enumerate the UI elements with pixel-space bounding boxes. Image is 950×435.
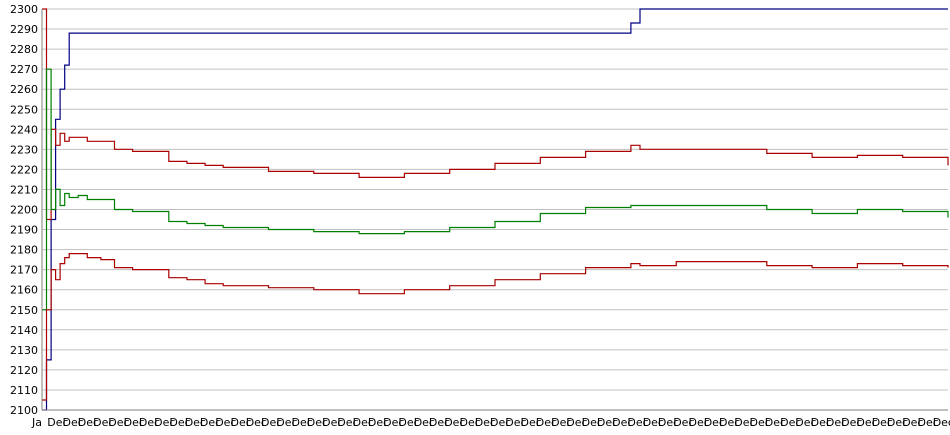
x-tick-label: Dec [582, 416, 603, 429]
x-tick-label: Dec [353, 416, 374, 429]
x-tick-label: Dec [322, 416, 343, 429]
x-tick-label: Dec [414, 416, 435, 429]
series-lines [42, 8, 949, 411]
x-tick-label: Dec [307, 416, 328, 429]
y-tick-label: 2280 [10, 43, 38, 56]
y-tick-label: 2140 [10, 324, 38, 337]
x-tick-label: Dec [933, 416, 950, 429]
x-tick-label: Dec [368, 416, 389, 429]
x-tick-label: Dec [811, 416, 832, 429]
x-tick-label: Dec [261, 416, 282, 429]
x-tick-label: Dec [292, 416, 313, 429]
x-tick-label: Dec [429, 416, 450, 429]
x-tick-label: Dec [154, 416, 175, 429]
series-line-2 [42, 8, 949, 221]
x-axis-tick-labels: Ja DecDecDecDecDecDecDecDecDecDecDecDecDe… [31, 416, 950, 429]
x-tick-label: Dec [231, 416, 252, 429]
x-tick-label: Dec [719, 416, 740, 429]
y-tick-label: 2210 [10, 183, 38, 196]
y-tick-label: 2300 [10, 3, 38, 16]
y-tick-label: 2230 [10, 143, 38, 156]
x-tick-label: Dec [200, 416, 221, 429]
y-tick-label: 2250 [10, 103, 38, 116]
y-tick-label: 2130 [10, 344, 38, 357]
y-tick-label: 2290 [10, 23, 38, 36]
x-tick-label: Ja [31, 416, 42, 429]
x-tick-label: Dec [383, 416, 404, 429]
x-tick-label: Dec [612, 416, 633, 429]
x-tick-label: Dec [551, 416, 572, 429]
x-tick-label: Dec [108, 416, 129, 429]
x-tick-label: Dec [490, 416, 511, 429]
x-tick-label: Dec [215, 416, 236, 429]
x-tick-label: Dec [78, 416, 99, 429]
x-tick-label: Dec [902, 416, 923, 429]
y-tick-label: 2190 [10, 224, 38, 237]
x-tick-label: Dec [63, 416, 84, 429]
y-tick-label: 2170 [10, 264, 38, 277]
x-tick-label: Dec [460, 416, 481, 429]
x-tick-label: Dec [597, 416, 618, 429]
x-tick-label: Dec [93, 416, 114, 429]
x-tick-label: Dec [643, 416, 664, 429]
x-tick-label: Dec [398, 416, 419, 429]
series-line-1 [42, 8, 948, 411]
x-tick-label: Dec [826, 416, 847, 429]
x-tick-label: Dec [47, 416, 68, 429]
x-tick-label: Dec [169, 416, 190, 429]
x-tick-label: Dec [658, 416, 679, 429]
x-tick-label: Dec [185, 416, 206, 429]
x-tick-label: Dec [734, 416, 755, 429]
x-tick-label: Dec [918, 416, 939, 429]
y-tick-label: 2180 [10, 244, 38, 257]
x-tick-label: Dec [750, 416, 771, 429]
x-tick-label: Dec [765, 416, 786, 429]
x-tick-label: Dec [246, 416, 267, 429]
y-axis-tick-labels: 2100 2110 2120 2130 2140 2150 2160 2170 2180 2190… [10, 3, 38, 417]
y-tick-label: 2220 [10, 163, 38, 176]
x-tick-label: Dec [444, 416, 465, 429]
y-tick-label: 2110 [10, 384, 38, 397]
x-tick-label: Dec [337, 416, 358, 429]
x-tick-label: Dec [505, 416, 526, 429]
y-tick-label: 2160 [10, 284, 38, 297]
x-tick-label: Dec [475, 416, 496, 429]
x-tick-label: Dec [780, 416, 801, 429]
x-tick-label: Dec [276, 416, 297, 429]
y-tick-label: 2260 [10, 83, 38, 96]
x-tick-label: Dec [795, 416, 816, 429]
y-tick-label: 2240 [10, 123, 38, 136]
x-tick-label: Dec [536, 416, 557, 429]
y-tick-label: 2200 [10, 204, 38, 217]
x-tick-label: Dec [856, 416, 877, 429]
x-tick-label: Dec [872, 416, 893, 429]
x-tick-label: Dec [124, 416, 145, 429]
x-tick-label: Dec [887, 416, 908, 429]
x-tick-label: Dec [841, 416, 862, 429]
y-tick-label: 2150 [10, 304, 38, 317]
x-tick-label: Dec [689, 416, 710, 429]
y-tick-label: 2120 [10, 364, 38, 377]
x-tick-label: Dec [627, 416, 648, 429]
y-tick-label: 2100 [10, 404, 38, 417]
series-line-4 [42, 253, 949, 401]
x-tick-label: Dec [566, 416, 587, 429]
x-tick-label: Dec [521, 416, 542, 429]
x-tick-label: Dec [673, 416, 694, 429]
y-tick-label: 2270 [10, 63, 38, 76]
x-tick-label: Dec [139, 416, 160, 429]
series-line-3 [42, 68, 949, 311]
x-tick-label: Dec [704, 416, 725, 429]
